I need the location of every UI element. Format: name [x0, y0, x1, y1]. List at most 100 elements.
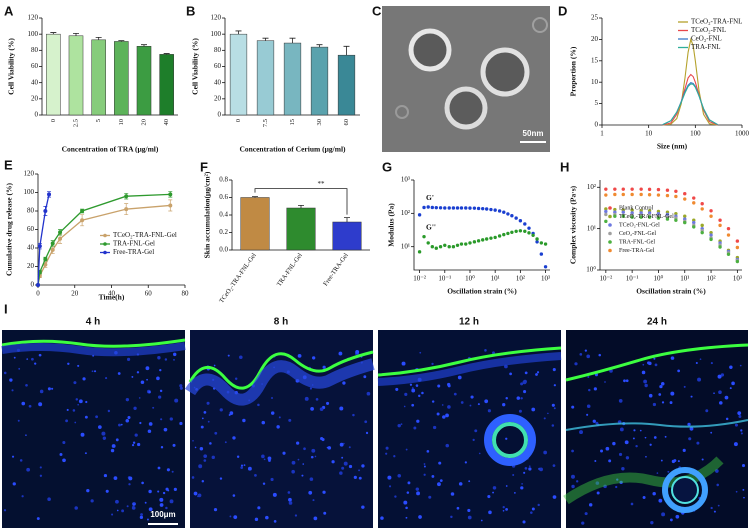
- point: [531, 233, 535, 237]
- x-tick-label: 10²: [707, 275, 716, 283]
- panel-label: A: [4, 3, 14, 18]
- point: [613, 207, 617, 212]
- legend-label: TRA-FNL: [691, 43, 721, 51]
- axis-line: [413, 180, 550, 271]
- bar: [286, 207, 316, 251]
- point: [718, 223, 722, 228]
- y-tick-label: 120: [28, 14, 39, 22]
- marker: [168, 203, 173, 208]
- point: [489, 207, 493, 212]
- bar: [159, 54, 174, 116]
- point: [621, 210, 625, 214]
- y-tick-label: 60: [31, 62, 39, 70]
- point: [493, 235, 497, 240]
- point: [604, 207, 608, 211]
- y-tick-label: 10¹: [587, 224, 596, 232]
- legend-label: TCeO₂-TRA-FNL-Gel: [113, 231, 177, 239]
- point: [535, 240, 539, 244]
- error-bar: [262, 37, 269, 41]
- error-bar: [141, 44, 147, 47]
- y-axis-label: Cell Viability (%): [191, 38, 200, 95]
- marker: [36, 283, 40, 287]
- bar: [91, 39, 106, 116]
- point: [426, 241, 430, 245]
- y-tick-label: 25: [591, 14, 599, 22]
- time-label: 4 h: [86, 317, 100, 328]
- y-tick-label: 0: [35, 111, 39, 119]
- y-tick-label: 0.0: [219, 246, 228, 254]
- y-tick-label: 80: [31, 46, 39, 54]
- bar: [283, 42, 302, 116]
- y-tick-label: 40: [27, 244, 35, 252]
- point: [447, 206, 451, 210]
- point: [683, 197, 687, 201]
- point: [451, 244, 456, 249]
- marker: [80, 209, 85, 213]
- point: [443, 243, 447, 248]
- y-tick-label: 120: [211, 14, 222, 22]
- point: [484, 237, 489, 241]
- point: [417, 250, 422, 254]
- point: [430, 205, 435, 210]
- point: [726, 233, 731, 237]
- y-tick-label: 0.2: [219, 228, 228, 236]
- x-axis-label: Size (nm): [657, 142, 688, 151]
- x-tick-label: Free-TRA-Gel: [322, 252, 350, 288]
- point: [613, 187, 617, 191]
- point: [639, 187, 643, 191]
- point: [426, 205, 430, 209]
- chart: D 0 5 10 15 20 25 1 10 100 1000 Proportion (%) Size …: [558, 3, 750, 150]
- error-bar: [343, 45, 350, 56]
- y-tick-label: 10⁰: [586, 266, 596, 274]
- point: [709, 209, 713, 213]
- point: [735, 239, 740, 243]
- point: [455, 243, 460, 248]
- error-bar: [344, 217, 350, 222]
- y-tick-label: 10¹: [401, 242, 410, 250]
- bar: [310, 46, 329, 116]
- point: [639, 192, 643, 197]
- point: [665, 217, 670, 221]
- point: [700, 207, 704, 211]
- x-axis-label: Concentration of Cerium (μg/ml): [239, 145, 346, 154]
- bar: [46, 33, 61, 116]
- point: [613, 214, 617, 218]
- point: [543, 242, 548, 246]
- legend-swatch: [103, 233, 107, 238]
- point: [539, 252, 544, 256]
- point: [630, 208, 634, 212]
- marker: [43, 257, 48, 262]
- series-label: G': [426, 193, 434, 202]
- y-axis-label: Cumulative drug release (%): [5, 183, 14, 276]
- panel-label: D: [558, 3, 567, 18]
- legend-label: TCeO₂-TRA-FNL-Gel: [619, 214, 674, 220]
- axis-line: [41, 18, 178, 116]
- legend-label: CeO₂-FNL-Gel: [619, 231, 656, 237]
- marker: [50, 241, 55, 246]
- y-tick-label: 100: [24, 188, 35, 196]
- x-tick-label: 10⁻²: [599, 275, 612, 283]
- x-tick-label: 15: [289, 119, 296, 126]
- y-tick-label: 20: [591, 35, 599, 43]
- significance-bracket: [254, 188, 348, 215]
- point: [443, 206, 447, 210]
- point: [604, 219, 608, 224]
- y-tick-label: 10²: [587, 183, 596, 191]
- point: [683, 214, 687, 218]
- point: [447, 244, 451, 249]
- point: [468, 206, 472, 210]
- error-bar: [235, 30, 242, 35]
- chart: A 0 20 40 60 80 100 120 0 2.5 5 10 20 40 Cell Viabilit…: [4, 3, 178, 154]
- error-bar: [95, 37, 102, 40]
- x-tick-label: 0: [235, 119, 242, 122]
- point: [656, 211, 661, 216]
- point: [674, 194, 678, 199]
- x-tick-label: 10⁰: [654, 275, 664, 283]
- error-bar: [289, 37, 296, 44]
- x-tick-label: 10²: [516, 275, 525, 283]
- point: [497, 209, 502, 213]
- point: [489, 236, 493, 240]
- y-tick-label: 0.6: [219, 193, 228, 201]
- legend-label: TCeO₂-TRA-FNL: [691, 18, 742, 26]
